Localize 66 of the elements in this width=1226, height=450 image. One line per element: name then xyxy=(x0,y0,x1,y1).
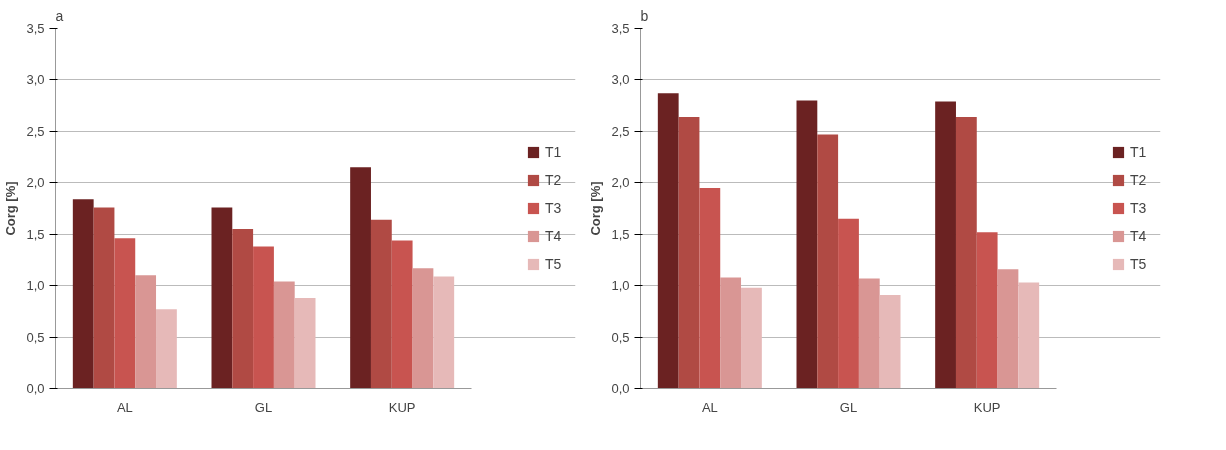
y-tick-label: 3,5 xyxy=(611,21,630,36)
bar xyxy=(858,278,880,389)
bar xyxy=(370,219,392,389)
bar xyxy=(433,276,455,389)
bar xyxy=(93,207,115,389)
y-tick-label: 3,0 xyxy=(26,72,45,88)
legend-label: T2 xyxy=(1130,172,1148,188)
bar xyxy=(817,134,839,389)
bar xyxy=(796,100,818,389)
x-tick-label: AL xyxy=(116,399,133,415)
bar xyxy=(720,277,742,389)
bar xyxy=(253,246,274,389)
bar xyxy=(976,232,998,389)
bar xyxy=(156,309,177,389)
bar xyxy=(955,116,977,389)
legend-label: T5 xyxy=(545,256,563,272)
bar xyxy=(294,297,316,389)
bar xyxy=(741,287,762,389)
bar xyxy=(211,207,233,389)
x-tick-label: KUP xyxy=(388,399,416,415)
bar xyxy=(232,229,254,389)
bar xyxy=(72,199,94,389)
bar xyxy=(114,238,136,389)
chart-title: a xyxy=(55,7,64,24)
x-tick-label: GL xyxy=(254,399,273,415)
y-tick-label: 0,5 xyxy=(26,329,45,345)
bar xyxy=(838,218,859,389)
x-tick-label: KUP xyxy=(973,399,1001,415)
chart-title: b xyxy=(640,7,649,24)
legend-label: T3 xyxy=(1130,200,1148,216)
y-tick-label: 1,5 xyxy=(26,226,45,242)
y-tick-label: 0,5 xyxy=(611,329,630,345)
bar xyxy=(879,294,901,389)
legend-label: T3 xyxy=(545,200,563,216)
bar xyxy=(935,101,956,389)
bar xyxy=(350,167,371,389)
y-tick-label: 2,5 xyxy=(26,123,45,139)
legend-label: T1 xyxy=(1130,144,1148,160)
bar xyxy=(412,268,434,389)
y-axis-title: Corg [%] xyxy=(588,181,604,236)
x-tick-label: AL xyxy=(701,399,718,415)
y-tick-label: 3,0 xyxy=(611,72,630,88)
bar xyxy=(678,116,700,389)
x-tick-label: GL xyxy=(839,399,858,415)
bar xyxy=(391,240,413,389)
bar xyxy=(657,93,679,389)
bar xyxy=(997,269,1019,389)
bar xyxy=(1018,282,1040,389)
y-tick-label: 2,0 xyxy=(26,175,45,191)
y-tick-label: 3,5 xyxy=(26,21,45,36)
y-tick-label: 1,5 xyxy=(611,226,630,242)
bar xyxy=(699,187,721,389)
y-tick-label: 0,0 xyxy=(26,381,45,396)
bar xyxy=(273,281,295,389)
y-tick-label: 0,0 xyxy=(611,381,630,396)
y-tick-label: 2,0 xyxy=(611,175,630,191)
y-tick-label: 2,5 xyxy=(611,123,630,139)
bar xyxy=(135,275,157,389)
legend-label: T2 xyxy=(545,172,563,188)
legend-label: T1 xyxy=(545,144,563,160)
y-tick-label: 1,0 xyxy=(611,278,630,294)
y-axis-title: Corg [%] xyxy=(3,181,19,236)
legend-label: T5 xyxy=(1130,256,1148,272)
y-tick-label: 1,0 xyxy=(26,278,45,294)
legend-label: T4 xyxy=(545,228,563,244)
legend-label: T4 xyxy=(1130,228,1148,244)
